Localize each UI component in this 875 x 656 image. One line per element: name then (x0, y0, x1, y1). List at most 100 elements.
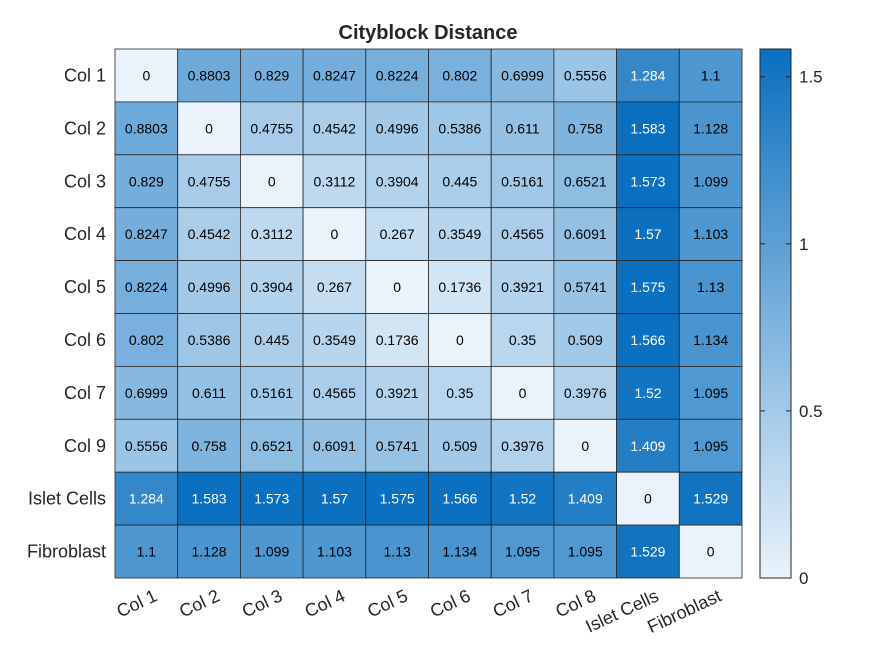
cell-value-label: 0.4755 (250, 120, 293, 136)
heatmap-cell (616, 101, 680, 156)
heatmap-cell (302, 313, 367, 367)
row-label: Col 4 (64, 224, 106, 244)
heatmap-cell (678, 471, 743, 526)
cell-value-label: 0.4996 (376, 120, 419, 136)
cell-value-label: 0.1736 (376, 332, 419, 348)
heatmap-cell (616, 260, 680, 314)
heatmap-cell (177, 260, 241, 314)
cell-value-label: 0.802 (129, 332, 164, 348)
cell-value-label: 0.4996 (188, 279, 231, 295)
cell-value-label: 0.3904 (376, 173, 419, 189)
heatmap-cell (428, 207, 492, 261)
heatmap-cell (678, 260, 743, 314)
cell-value-label: 1.128 (192, 544, 227, 560)
heatmap-cell (616, 313, 680, 367)
heatmap-cell (553, 154, 618, 209)
cell-value-label: 0.611 (506, 120, 540, 136)
cell-value-label: 0.4542 (313, 120, 356, 136)
heatmap-cell (428, 260, 492, 314)
cell-value-label: 1.57 (321, 491, 348, 507)
cell-value-label: 0 (205, 120, 213, 136)
column-label: Col 5 (364, 585, 411, 621)
column-label: Col 4 (302, 585, 349, 621)
cell-value-label: 0 (519, 385, 527, 401)
row-label: Col 1 (64, 65, 106, 85)
cell-value-label: 0.3112 (251, 226, 293, 242)
column-labels: Col 1 Col 2 Col 3 Col 4 Col 5 Col 6 Col 7 Col 8… (113, 585, 724, 637)
cell-value-label: 0.3549 (313, 332, 356, 348)
heatmap-cell (428, 48, 492, 103)
cell-value-label: 1.095 (693, 385, 728, 401)
heatmap-cell (239, 154, 304, 209)
heatmap-cell (302, 418, 367, 473)
cell-value-label: 0.509 (568, 332, 603, 348)
cell-value-label: 1.095 (693, 438, 728, 454)
cell-value-label: 0.6521 (250, 438, 293, 454)
cell-value-label: 0.3904 (250, 279, 293, 295)
colorbar-tick-label: 1.5 (799, 68, 823, 87)
cell-value-label: 0 (142, 67, 150, 83)
cell-value-label: 0.6999 (125, 385, 168, 401)
cell-value-label: 0.445 (254, 332, 289, 348)
cell-value-label: 0.5741 (564, 279, 607, 295)
cell-value-label: 0.3549 (438, 226, 481, 242)
cell-value-label: 0.8224 (125, 279, 168, 295)
row-label: Col 7 (64, 383, 106, 403)
cell-value-label: 1.284 (630, 67, 665, 83)
cell-value-label: 0.35 (446, 385, 473, 401)
heatmap-cell (616, 207, 680, 261)
cell-value-label: 0.509 (442, 438, 477, 454)
heatmap-cell (490, 524, 555, 579)
heatmap-cell (553, 471, 618, 526)
cell-value-label: 0.611 (192, 385, 226, 401)
heatmap-cell (239, 418, 304, 473)
cell-value-label: 1.52 (509, 491, 536, 507)
cell-value-label: 0.5386 (438, 120, 481, 136)
heatmap-cell (553, 260, 618, 314)
cell-value-label: 1.128 (693, 120, 728, 136)
cell-value-label: 0.4565 (501, 226, 544, 242)
heatmap-cell (490, 207, 555, 261)
heatmap-cell (114, 365, 179, 420)
cell-value-label: 0.3976 (564, 385, 607, 401)
cell-value-label: 0.8803 (188, 67, 231, 83)
row-label: Islet Cells (28, 489, 106, 509)
heatmap-cell (428, 101, 492, 156)
cell-value-label: 0.3112 (314, 173, 356, 189)
heatmap-cell (678, 365, 743, 420)
heatmap-cell (365, 207, 429, 261)
cell-value-label: 0.445 (442, 173, 477, 189)
cell-value-label: 0.829 (254, 67, 289, 83)
cell-value-label: 1.134 (442, 544, 477, 560)
heatmap-cell (428, 524, 492, 579)
heatmap-cell (114, 471, 179, 526)
cell-value-label: 1.573 (630, 173, 665, 189)
heatmap-cell (490, 471, 555, 526)
cell-value-label: 1.529 (693, 491, 728, 507)
heatmap-cell (678, 48, 743, 103)
heatmap-cell (553, 48, 618, 103)
heatmap-cell (177, 524, 241, 579)
cell-value-label: 1.409 (630, 438, 665, 454)
heatmap-cell (490, 260, 555, 314)
cell-value-label: 0 (393, 279, 401, 295)
cell-value-label: 0.35 (509, 332, 536, 348)
cell-value-label: 0 (268, 173, 276, 189)
cell-value-label: 0.3921 (376, 385, 419, 401)
cell-value-label: 0.8803 (125, 120, 168, 136)
cell-value-label: 0 (456, 332, 464, 348)
cell-value-label: 0.5161 (250, 385, 293, 401)
colorbar: 0 0.5 1 1.5 (759, 48, 823, 588)
colorbar-tick-label: 0 (799, 569, 808, 588)
cell-value-label: 0.6999 (501, 67, 544, 83)
heatmap-cell (616, 418, 680, 473)
heatmap-cell (302, 365, 367, 420)
heatmap-cell (365, 524, 429, 579)
cell-value-label: 0.829 (129, 173, 164, 189)
cell-value-label: 0.758 (192, 438, 227, 454)
cell-value-label: 0 (331, 226, 339, 242)
column-label: Col 3 (239, 585, 286, 621)
cell-value-label: 0.5556 (125, 438, 168, 454)
cell-value-label: 0.802 (442, 67, 477, 83)
